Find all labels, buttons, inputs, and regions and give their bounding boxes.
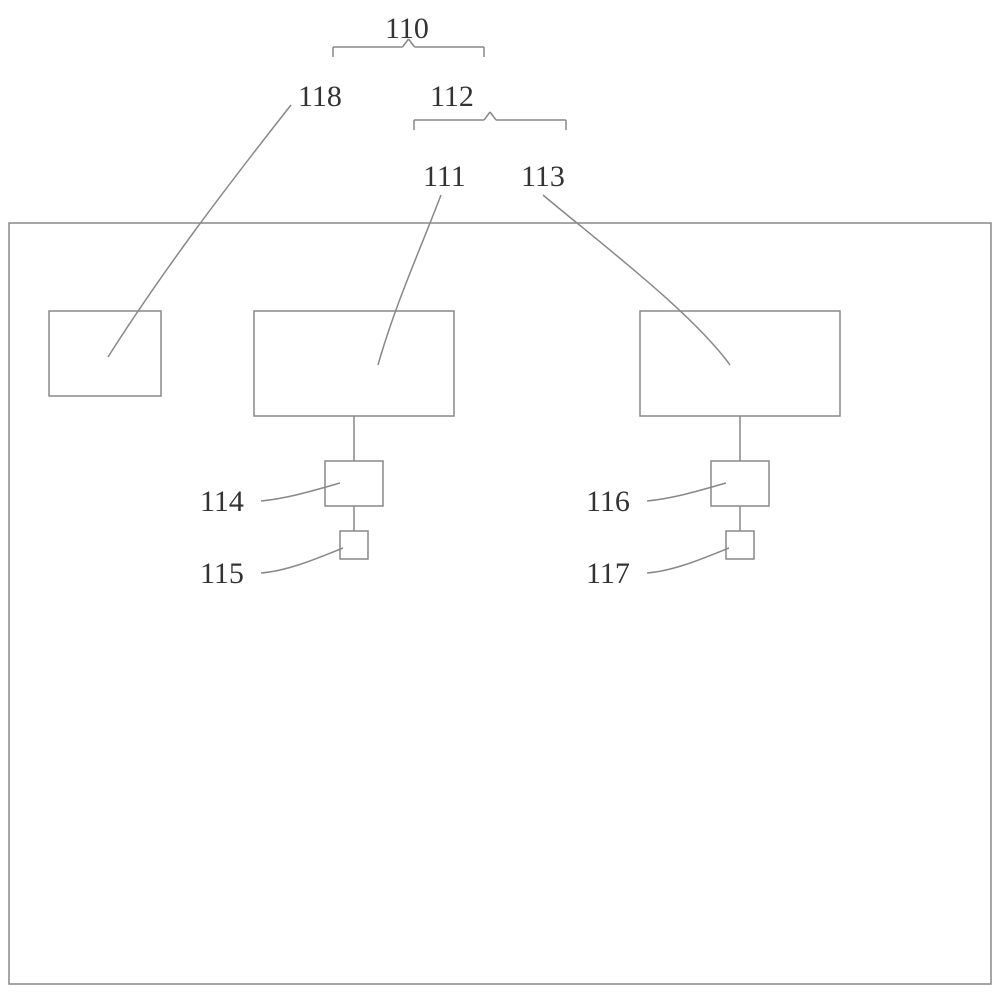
label-114: 114	[200, 485, 244, 519]
label-112: 112	[430, 80, 474, 114]
label-118: 118	[298, 80, 342, 114]
label-117: 117	[586, 557, 630, 591]
label-116: 116	[586, 485, 630, 519]
label-113: 113	[521, 160, 565, 194]
diagram-svg	[0, 0, 1000, 995]
label-111: 111	[423, 160, 466, 194]
label-110: 110	[385, 12, 429, 46]
label-115: 115	[200, 557, 244, 591]
